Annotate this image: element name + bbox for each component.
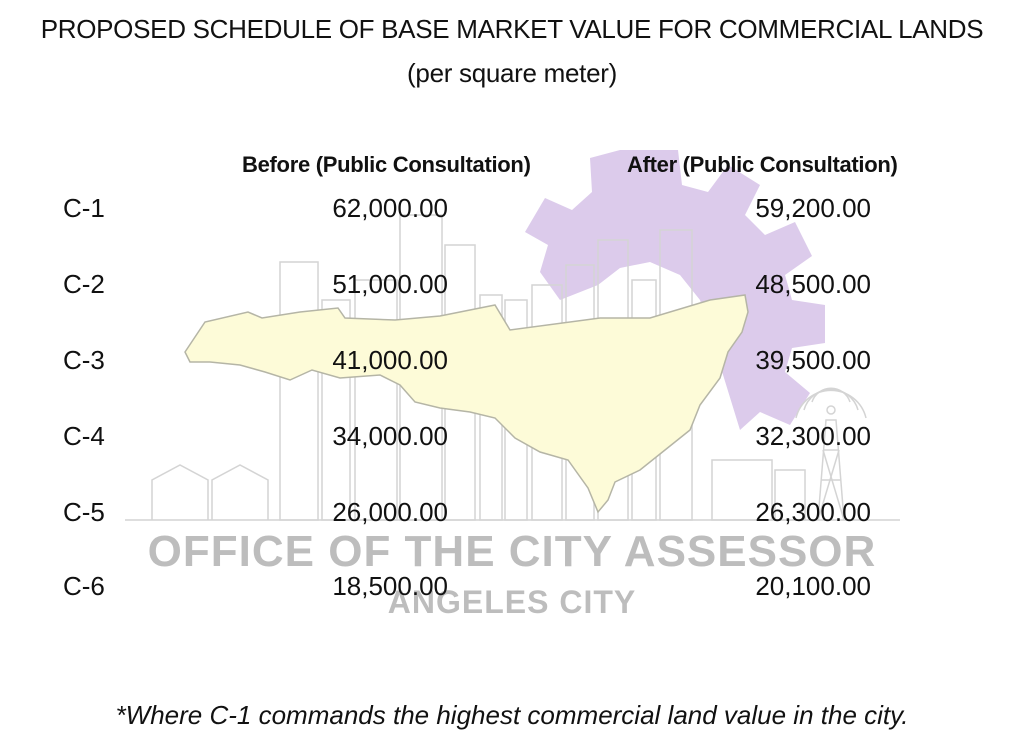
zone-code: C-6 [63, 571, 105, 601]
column-header-before: Before (Public Consultation) [242, 152, 531, 177]
table-row: C-3 41,000.00 39,500.00 [0, 345, 1024, 385]
value-after: 32,300.00 [755, 421, 871, 451]
value-before: 62,000.00 [332, 193, 448, 223]
value-before: 41,000.00 [332, 345, 448, 375]
city-map-outline [184, 294, 749, 514]
watermark-office-text: OFFICE OF THE CITY ASSESSOR [147, 527, 877, 576]
page-subtitle: (per square meter) [407, 58, 617, 88]
value-after: 20,100.00 [755, 571, 871, 601]
value-after: 26,300.00 [755, 497, 871, 527]
table-row: C-1 62,000.00 59,200.00 [0, 193, 1024, 233]
value-after: 48,500.00 [755, 269, 871, 299]
radio-tower-icon [795, 387, 867, 521]
table-row: C-6 18,500.00 20,100.00 [0, 571, 1024, 611]
gear-icon [525, 150, 825, 430]
footnote: *Where C-1 commands the highest commerci… [115, 700, 909, 730]
zone-code: C-5 [63, 497, 105, 527]
zone-code: C-1 [63, 193, 105, 223]
table-row: C-2 51,000.00 48,500.00 [0, 269, 1024, 309]
column-header-after: After (Public Consultation) [627, 152, 898, 177]
zone-code: C-2 [63, 269, 105, 299]
value-before: 26,000.00 [332, 497, 448, 527]
value-before: 51,000.00 [332, 269, 448, 299]
table-row: C-4 34,000.00 32,300.00 [0, 421, 1024, 461]
value-after: 39,500.00 [755, 345, 871, 375]
zone-code: C-3 [63, 345, 105, 375]
zone-code: C-4 [63, 421, 105, 451]
value-before: 18,500.00 [332, 571, 448, 601]
table-row: C-5 26,000.00 26,300.00 [0, 497, 1024, 537]
value-after: 59,200.00 [755, 193, 871, 223]
value-before: 34,000.00 [332, 421, 448, 451]
page-title: PROPOSED SCHEDULE OF BASE MARKET VALUE F… [40, 14, 984, 44]
watermark-city-text: ANGELES CITY [387, 584, 637, 620]
